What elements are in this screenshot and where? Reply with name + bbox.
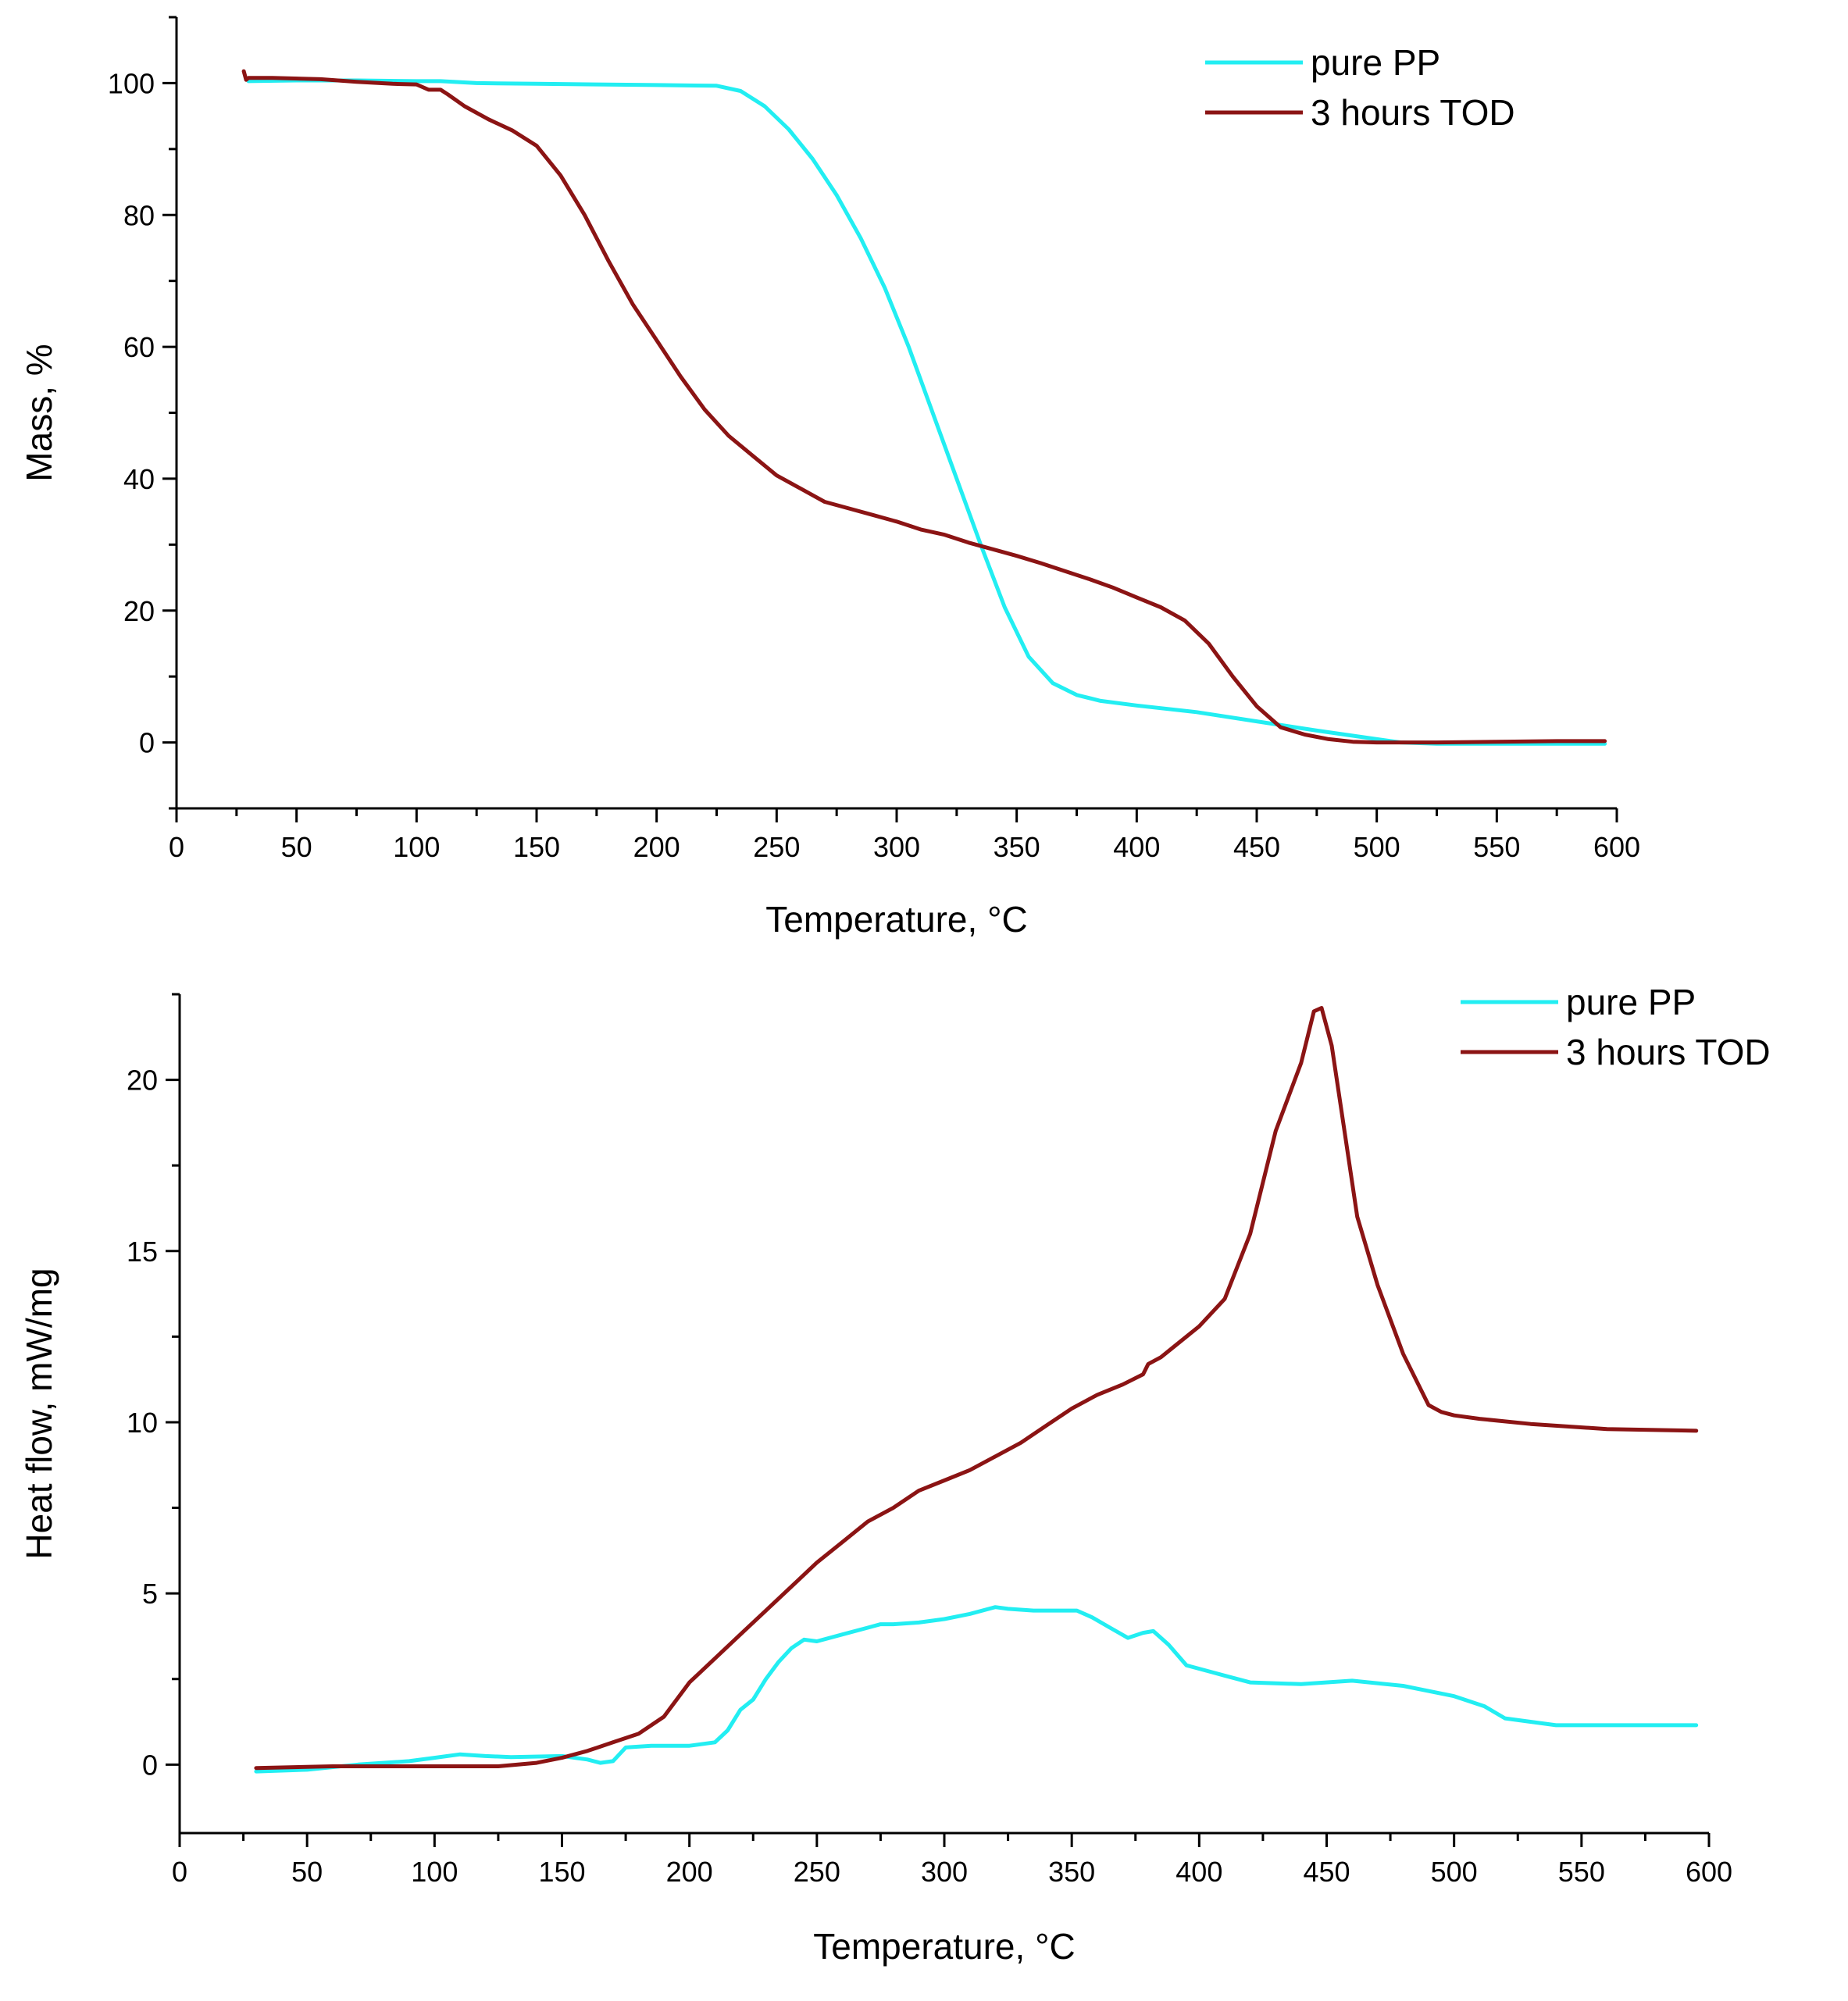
- y-tick-label: 0: [142, 1749, 158, 1781]
- legend-label: pure PP: [1566, 982, 1696, 1022]
- x-tick-label: 550: [1558, 1856, 1605, 1888]
- x-tick-label: 200: [633, 831, 680, 863]
- y-tick-label: 20: [127, 1065, 158, 1097]
- y-axis-title: Heat flow, mW/mg: [19, 1268, 59, 1559]
- y-tick-label: 60: [123, 331, 155, 363]
- x-tick-label: 150: [513, 831, 560, 863]
- x-tick-label: 500: [1431, 1856, 1478, 1888]
- x-tick-label: 100: [393, 831, 440, 863]
- legend-label: 3 hours TOD: [1311, 92, 1515, 133]
- x-tick-label: 150: [538, 1856, 585, 1888]
- x-tick-label: 50: [291, 1856, 323, 1888]
- x-tick-label: 0: [169, 831, 184, 863]
- x-tick-label: 200: [666, 1856, 713, 1888]
- y-tick-label: 20: [123, 595, 155, 627]
- y-tick-label: 100: [108, 67, 155, 99]
- x-tick-label: 550: [1473, 831, 1520, 863]
- legend: pure PP 3 hours TOD: [1461, 982, 1771, 1072]
- y-tick-label: 10: [127, 1407, 158, 1439]
- x-tick-label: 600: [1686, 1856, 1732, 1888]
- x-tick-label: 400: [1176, 1856, 1222, 1888]
- x-axis-title: Temperature, °C: [765, 899, 1027, 940]
- x-tick-label: 0: [172, 1856, 187, 1888]
- x-tick-label: 450: [1303, 1856, 1350, 1888]
- x-tick-label: 100: [411, 1856, 458, 1888]
- series-line-3-hours-tod: [241, 69, 1607, 745]
- chart-panel-2: 0 50 100 150 200 250 300 350 400 450 500 550 600 0 5 10…: [19, 982, 1771, 1967]
- y-tick-label: 15: [127, 1236, 158, 1268]
- x-tick-label: 250: [753, 831, 800, 863]
- x-tick-label: 250: [794, 1856, 840, 1888]
- series-line-pure-pp: [254, 1605, 1699, 1774]
- x-tick-label: 600: [1593, 831, 1640, 863]
- series-line-pure-pp: [246, 78, 1607, 746]
- x-axis-title: Temperature, °C: [813, 1926, 1075, 1967]
- y-tick-label: 40: [123, 463, 155, 495]
- x-tick-label: 50: [281, 831, 312, 863]
- legend: pure PP 3 hours TOD: [1205, 42, 1515, 133]
- x-tick-label: 400: [1113, 831, 1160, 863]
- x-tick-label: 300: [921, 1856, 968, 1888]
- legend-label: pure PP: [1311, 42, 1440, 83]
- x-tick-label: 300: [873, 831, 920, 863]
- y-tick-label: 0: [139, 727, 155, 759]
- y-axis-title: Mass, %: [19, 344, 59, 481]
- x-tick-label: 350: [994, 831, 1040, 863]
- x-tick-label: 450: [1233, 831, 1280, 863]
- legend-label: 3 hours TOD: [1566, 1032, 1771, 1072]
- chart-panel-1: 0 50 100 150 200 250 300 350 400 450 500 550 600 0 20 4…: [19, 16, 1640, 940]
- x-tick-label: 500: [1354, 831, 1400, 863]
- y-tick-label: 80: [123, 199, 155, 231]
- x-tick-label: 350: [1048, 1856, 1095, 1888]
- y-tick-label: 5: [142, 1578, 158, 1610]
- series-line-3-hours-tod: [254, 1006, 1699, 1771]
